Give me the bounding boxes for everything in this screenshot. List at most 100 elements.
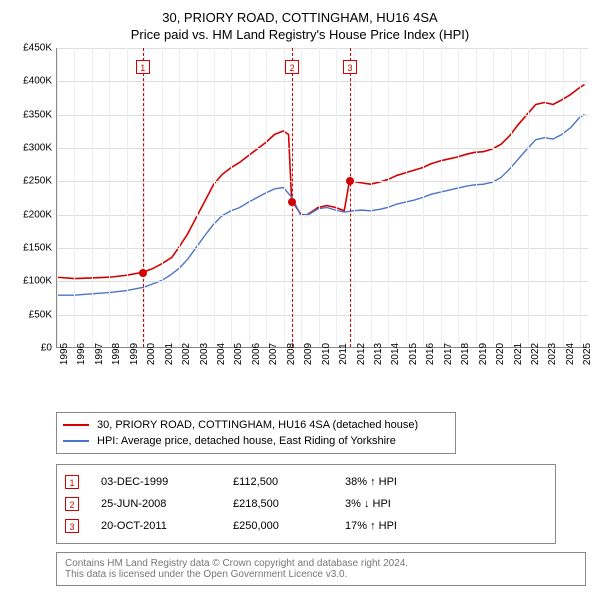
transaction-delta: 38% ↑ HPI [345, 476, 445, 488]
title-main: 30, PRIORY ROAD, COTTINGHAM, HU16 4SA [12, 10, 588, 25]
y-tick-label: £300K [23, 143, 52, 154]
line-layer [57, 48, 588, 347]
x-tick-label: 1997 [94, 343, 105, 365]
x-tick-label: 2000 [146, 343, 157, 365]
legend: 30, PRIORY ROAD, COTTINGHAM, HU16 4SA (d… [56, 412, 456, 454]
x-tick-label: 2019 [478, 343, 489, 365]
event-marker-box: 2 [285, 60, 299, 74]
event-vline [143, 48, 144, 347]
gridline-v [144, 48, 145, 347]
x-tick-label: 2013 [373, 343, 384, 365]
gridline-v [214, 48, 215, 347]
transaction-table: 103-DEC-1999£112,50038% ↑ HPI225-JUN-200… [56, 464, 556, 544]
transaction-marker: 1 [65, 475, 79, 489]
x-tick-label: 2001 [164, 343, 175, 365]
gridline-v [231, 48, 232, 347]
gridline-v [388, 48, 389, 347]
gridline-v [319, 48, 320, 347]
x-tick-label: 2022 [530, 343, 541, 365]
chart-container: 30, PRIORY ROAD, COTTINGHAM, HU16 4SA Pr… [0, 0, 600, 594]
gridline-v [197, 48, 198, 347]
transaction-date: 20-OCT-2011 [101, 520, 211, 532]
x-tick-label: 2025 [582, 343, 593, 365]
gridline-v [74, 48, 75, 347]
footer-attribution: Contains HM Land Registry data © Crown c… [56, 552, 586, 586]
gridline-v [109, 48, 110, 347]
series-line-hpi [57, 114, 585, 295]
transaction-row: 103-DEC-1999£112,50038% ↑ HPI [65, 471, 547, 493]
event-vline [350, 48, 351, 347]
x-tick-label: 2005 [233, 343, 244, 365]
gridline-v [476, 48, 477, 347]
x-tick-label: 2012 [356, 343, 367, 365]
gridline-v [371, 48, 372, 347]
x-tick-label: 2018 [460, 343, 471, 365]
y-tick-label: £200K [23, 209, 52, 220]
footer-line-1: Contains HM Land Registry data © Crown c… [65, 558, 577, 569]
gridline-v [92, 48, 93, 347]
gridline-v [266, 48, 267, 347]
x-tick-label: 2016 [425, 343, 436, 365]
x-tick-label: 2017 [443, 343, 454, 365]
gridline-v [458, 48, 459, 347]
gridline-v [249, 48, 250, 347]
title-sub: Price paid vs. HM Land Registry's House … [12, 27, 588, 42]
gridline-v [354, 48, 355, 347]
chart-area: £0£50K£100K£150K£200K£250K£300K£350K£400… [12, 48, 588, 408]
title-block: 30, PRIORY ROAD, COTTINGHAM, HU16 4SA Pr… [12, 10, 588, 42]
x-tick-label: 2020 [495, 343, 506, 365]
x-axis: 1995199619971998199920002001200220032004… [56, 348, 588, 408]
gridline-h [57, 48, 588, 49]
transaction-row: 320-OCT-2011£250,00017% ↑ HPI [65, 515, 547, 537]
y-tick-label: £150K [23, 243, 52, 254]
gridline-v [336, 48, 337, 347]
y-tick-label: £0 [41, 343, 52, 354]
gridline-v [511, 48, 512, 347]
gridline-h [57, 315, 588, 316]
gridline-h [57, 81, 588, 82]
gridline-v [580, 48, 581, 347]
transaction-marker: 2 [65, 497, 79, 511]
transaction-price: £112,500 [233, 476, 323, 488]
gridline-h [57, 248, 588, 249]
transaction-delta: 3% ↓ HPI [345, 498, 445, 510]
y-axis: £0£50K£100K£150K£200K£250K£300K£350K£400… [12, 48, 56, 348]
x-tick-label: 2007 [268, 343, 279, 365]
legend-item: HPI: Average price, detached house, East… [63, 433, 449, 449]
event-marker-box: 3 [343, 60, 357, 74]
transaction-point [139, 269, 147, 277]
gridline-h [57, 148, 588, 149]
x-tick-label: 2011 [338, 343, 349, 365]
gridline-h [57, 115, 588, 116]
gridline-v [127, 48, 128, 347]
legend-label: 30, PRIORY ROAD, COTTINGHAM, HU16 4SA (d… [97, 419, 418, 431]
x-tick-label: 1996 [76, 343, 87, 365]
x-tick-label: 2003 [199, 343, 210, 365]
plot-area: 1 2 3 [56, 48, 588, 348]
event-marker-box: 1 [136, 60, 150, 74]
x-tick-label: 2023 [547, 343, 558, 365]
gridline-v [162, 48, 163, 347]
transaction-delta: 17% ↑ HPI [345, 520, 445, 532]
x-tick-label: 2002 [181, 343, 192, 365]
x-tick-label: 2014 [390, 343, 401, 365]
y-tick-label: £400K [23, 76, 52, 87]
gridline-h [57, 281, 588, 282]
legend-swatch [63, 440, 89, 442]
gridline-h [57, 215, 588, 216]
y-tick-label: £350K [23, 109, 52, 120]
legend-swatch [63, 424, 89, 426]
transaction-row: 225-JUN-2008£218,5003% ↓ HPI [65, 493, 547, 515]
legend-label: HPI: Average price, detached house, East… [97, 435, 396, 447]
gridline-v [284, 48, 285, 347]
x-tick-label: 2015 [408, 343, 419, 365]
gridline-v [423, 48, 424, 347]
y-tick-label: £450K [23, 43, 52, 54]
x-tick-label: 1995 [59, 343, 70, 365]
gridline-h [57, 181, 588, 182]
gridline-v [179, 48, 180, 347]
gridline-v [441, 48, 442, 347]
y-tick-label: £100K [23, 276, 52, 287]
transaction-point [288, 198, 296, 206]
gridline-v [545, 48, 546, 347]
